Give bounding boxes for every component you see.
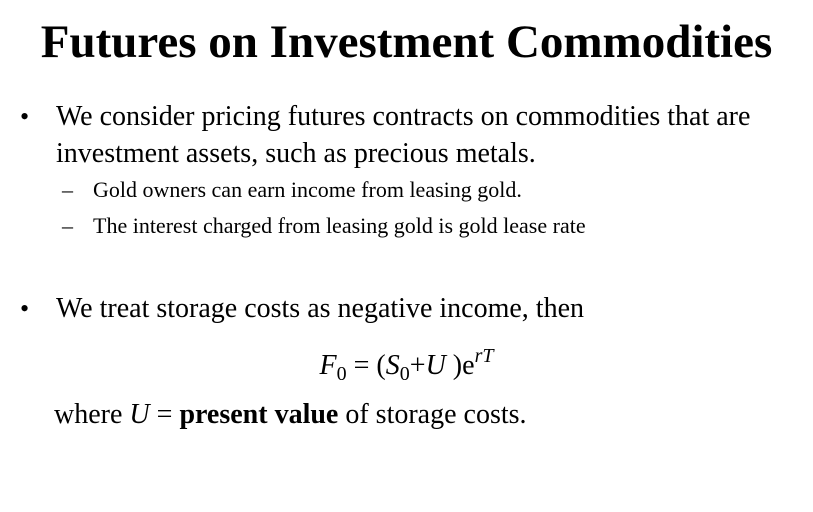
formula-equals: = ( xyxy=(346,350,386,381)
sub-item-1: – Gold owners can earn income from leasi… xyxy=(62,172,808,208)
where-var: U xyxy=(129,399,150,430)
dash-icon: – xyxy=(62,213,73,238)
sub-item-text-1: Gold owners can earn income from leasing… xyxy=(93,177,522,202)
dash-icon: – xyxy=(62,177,73,202)
formula-s-sub: 0 xyxy=(399,363,410,385)
sub-list-1: – Gold owners can earn income from leasi… xyxy=(62,172,808,244)
sub-item-text-2: The interest charged from leasing gold i… xyxy=(93,213,586,238)
bullet-item-1: • We consider pricing futures contracts … xyxy=(18,98,808,172)
where-equals: = xyxy=(149,399,180,430)
bullet-block-2: • We treat storage costs as negative inc… xyxy=(18,290,808,327)
bullet-item-2: • We treat storage costs as negative inc… xyxy=(18,290,808,327)
bullet-text-2: We treat storage costs as negative incom… xyxy=(56,293,584,324)
formula-plus: + xyxy=(409,350,426,381)
cost-of-carry-formula: F0 = (S0+U )erT xyxy=(0,346,813,386)
formula-u-var: U xyxy=(425,350,446,381)
formula-close: )e xyxy=(445,350,475,381)
bullet-text-1: We consider pricing futures contracts on… xyxy=(56,101,751,169)
formula-s-var: S xyxy=(385,350,400,381)
where-prefix: where xyxy=(54,399,130,430)
bullet-block-1: • We consider pricing futures contracts … xyxy=(18,98,808,244)
formula-exponent: rT xyxy=(474,345,494,367)
sub-item-2: – The interest charged from leasing gold… xyxy=(62,208,808,244)
formula-lhs-sub: 0 xyxy=(336,363,347,385)
where-definition: where U = present value of storage costs… xyxy=(54,396,527,433)
formula-lhs-var: F xyxy=(319,350,337,381)
bullet-icon: • xyxy=(20,102,30,131)
bullet-icon: • xyxy=(20,294,30,323)
slide-title: Futures on Investment Commodities xyxy=(40,16,773,68)
where-emphasis: present value xyxy=(179,399,339,430)
where-suffix: of storage costs. xyxy=(338,399,527,430)
